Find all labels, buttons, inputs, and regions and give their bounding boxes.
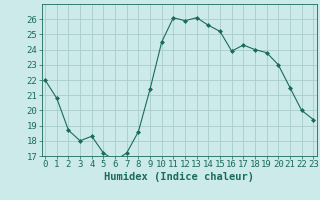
X-axis label: Humidex (Indice chaleur): Humidex (Indice chaleur)	[104, 172, 254, 182]
